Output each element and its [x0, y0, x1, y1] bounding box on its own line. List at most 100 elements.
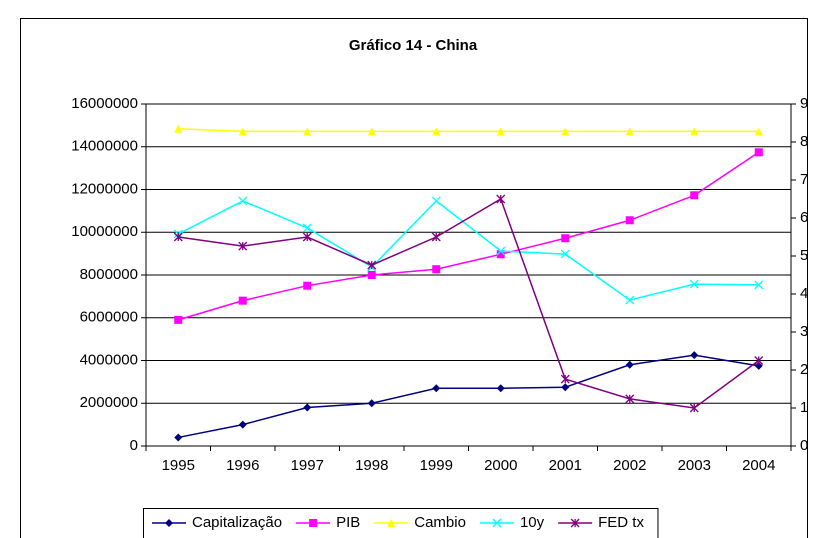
data-point: [432, 384, 441, 393]
data-point: [496, 384, 505, 393]
data-point: [689, 279, 699, 289]
marker-shape: [174, 124, 183, 133]
legend-label: Capitalização: [192, 514, 282, 531]
y2-tick-label: 4: [800, 285, 808, 302]
marker-shape: [496, 127, 505, 136]
y-tick-label: 6000000: [80, 309, 138, 326]
y-tick-label: 4000000: [80, 351, 138, 368]
series-line: [178, 127, 759, 133]
marker-shape: [238, 196, 248, 206]
marker-shape: [561, 234, 570, 243]
y2-tick-label: 7: [800, 171, 808, 188]
marker-shape: [238, 420, 247, 429]
series-line: [177, 199, 759, 301]
data-point: [561, 127, 570, 136]
marker-shape: [367, 271, 376, 279]
y2-tick-label: 3: [800, 323, 808, 340]
data-point: [238, 127, 247, 136]
y-tick-label: 8000000: [80, 266, 138, 283]
marker-shape: [625, 216, 634, 225]
x-tick-label: 2004: [742, 457, 775, 474]
data-point: [561, 234, 570, 243]
legend-label: 10y: [520, 514, 545, 531]
x-tick-label: 2000: [484, 457, 517, 474]
marker-shape: [174, 315, 183, 324]
legend-entry: FED tx: [558, 514, 644, 531]
data-point: [625, 394, 635, 404]
marker-shape: [165, 519, 173, 527]
data-point: [561, 383, 570, 392]
y2-tick-label: 9: [800, 95, 808, 112]
legend-label: PIB: [336, 514, 360, 531]
data-point: [560, 374, 570, 384]
x-tick-label: 1996: [226, 457, 259, 474]
marker-shape: [303, 281, 312, 290]
marker-shape: [309, 519, 318, 527]
data-point: [238, 196, 248, 206]
legend-entry: Cambio: [374, 514, 466, 531]
data-point: [754, 280, 764, 290]
data-point: [367, 260, 377, 270]
data-point: [173, 232, 183, 242]
data-point: [303, 403, 312, 412]
x-tick-label: 2001: [549, 457, 582, 474]
series-line: [178, 197, 760, 409]
marker-shape: [496, 246, 506, 256]
data-point: [367, 127, 376, 136]
data-point: [560, 249, 570, 259]
marker-shape: [367, 127, 376, 136]
data-point: [174, 315, 183, 324]
data-point: [367, 399, 376, 408]
data-point: [496, 250, 505, 259]
legend-entry: PIB: [296, 514, 360, 531]
data-point: [754, 148, 763, 157]
data-point: [625, 295, 635, 305]
data-point: [754, 127, 763, 136]
data-point: [690, 127, 699, 136]
data-point: [238, 241, 248, 251]
marker-shape: [492, 518, 502, 528]
marker-shape: [238, 127, 247, 136]
x-tick-label: 1998: [355, 457, 388, 474]
data-point: [431, 232, 441, 242]
marker-shape: [174, 433, 183, 442]
y2-tick-label: 0: [800, 437, 808, 454]
legend-entry: 10y: [479, 514, 545, 531]
data-point: [690, 351, 699, 360]
data-point: [625, 360, 634, 369]
y-tick-label: 2000000: [80, 394, 138, 411]
data-point: [431, 196, 441, 206]
y-tick-label: 10000000: [71, 223, 138, 240]
legend-entry: Capitalização: [152, 514, 282, 531]
marker-shape: [625, 127, 634, 136]
data-point: [303, 281, 312, 290]
data-point: [174, 433, 183, 442]
data-point: [302, 232, 312, 242]
data-point: [754, 361, 763, 370]
x-tick-label: 1997: [291, 457, 324, 474]
marker-shape: [690, 191, 699, 200]
data-point: [432, 265, 441, 274]
data-point: [625, 127, 634, 136]
data-point: [496, 127, 505, 136]
marker-shape: [690, 351, 699, 360]
data-point: [302, 223, 312, 233]
series-line: [178, 354, 759, 439]
data-point: [238, 420, 247, 429]
x-tick-label: 2003: [678, 457, 711, 474]
y2-tick-label: 1: [800, 399, 808, 416]
data-point: [625, 216, 634, 225]
marker-shape: [561, 383, 570, 392]
marker-shape: [432, 127, 441, 136]
marker-shape: [303, 403, 312, 412]
marker-shape: [496, 384, 505, 393]
marker-shape: [625, 360, 634, 369]
data-point: [174, 124, 183, 133]
marker-shape: [432, 384, 441, 393]
y2-tick-label: 8: [800, 133, 808, 150]
x-tick-label: 1995: [162, 457, 195, 474]
marker-shape: [754, 280, 764, 290]
data-point: [690, 191, 699, 200]
